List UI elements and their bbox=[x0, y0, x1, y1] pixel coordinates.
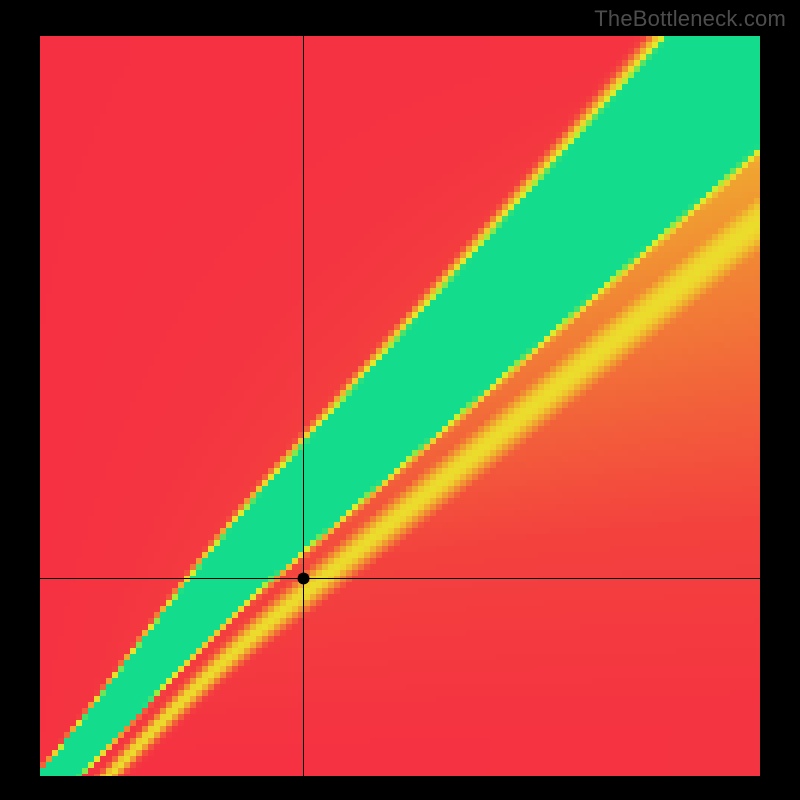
bottleneck-heatmap bbox=[40, 36, 760, 776]
watermark-text: TheBottleneck.com bbox=[594, 6, 786, 32]
